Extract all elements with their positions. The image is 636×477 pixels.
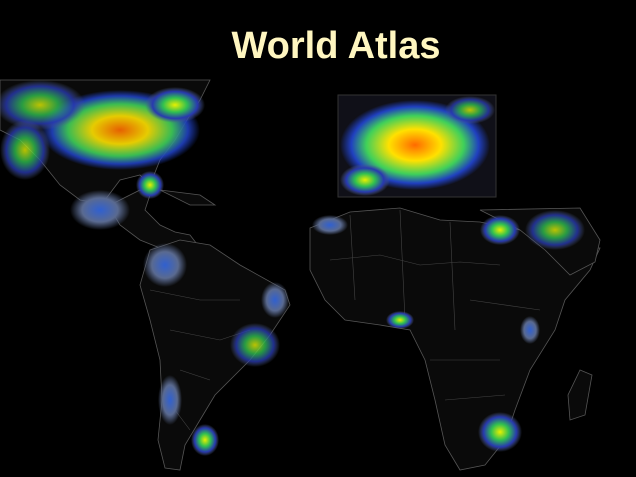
- light-ne-brazil: [261, 282, 289, 318]
- light-scandinavia: [445, 96, 495, 124]
- light-nile: [480, 215, 520, 245]
- light-mexico: [70, 190, 130, 230]
- light-northeast: [145, 87, 205, 123]
- light-west: [0, 120, 50, 180]
- light-colombia: [143, 243, 187, 287]
- caribbean: [159, 189, 217, 206]
- americas: [0, 79, 291, 471]
- madagascar: [567, 369, 593, 421]
- light-south-africa: [478, 412, 522, 452]
- light-east-africa: [520, 316, 540, 344]
- light-middle-east: [525, 210, 585, 250]
- light-nigeria: [386, 311, 414, 329]
- light-buenos-aires: [191, 424, 219, 456]
- africa: [309, 207, 601, 471]
- africa-borders: [329, 209, 541, 401]
- light-brazil: [230, 323, 280, 367]
- light-iberia: [340, 164, 390, 196]
- light-florida: [136, 171, 164, 199]
- light-chile: [158, 375, 182, 425]
- light-morocco: [312, 215, 348, 235]
- europe-africa: [309, 94, 601, 471]
- sa-borders: [149, 289, 251, 431]
- light-canada: [0, 80, 85, 130]
- title: World Atlas: [231, 25, 440, 67]
